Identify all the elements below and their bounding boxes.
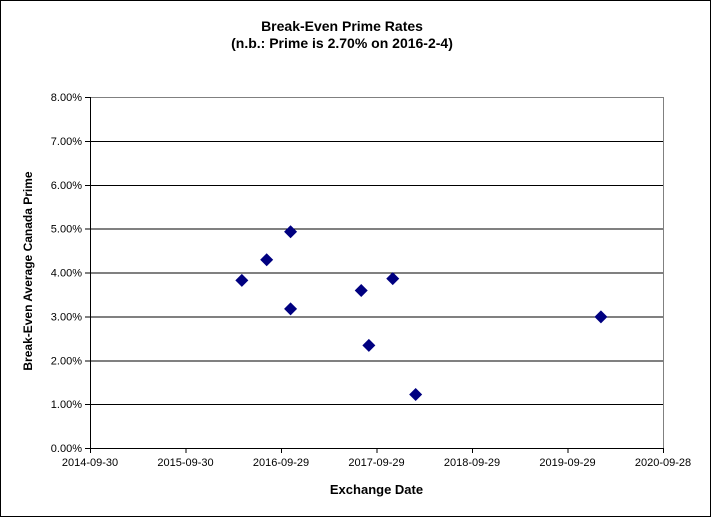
chart-title-block: Break-Even Prime Rates (n.b.: Prime is 2… <box>1 18 683 52</box>
data-point-diamond <box>386 272 400 286</box>
y-tick-label: 5.00% <box>51 224 82 236</box>
data-point-diamond <box>409 387 423 401</box>
data-point-diamond <box>362 338 376 352</box>
x-axis-title: Exchange Date <box>329 482 424 497</box>
data-point-diamond <box>594 310 608 324</box>
y-tick-label: 6.00% <box>51 180 82 192</box>
y-tick-label: 4.00% <box>51 268 82 280</box>
data-point-diamond <box>284 225 298 239</box>
x-tick-label: 2014-09-30 <box>62 457 118 469</box>
x-tick-label: 2015-09-30 <box>157 457 213 469</box>
data-point-diamond <box>235 273 249 287</box>
x-tick-label: 2016-09-29 <box>253 457 309 469</box>
data-point-diamond <box>284 302 298 316</box>
y-tick-label: 8.00% <box>51 92 82 104</box>
y-tick-label: 3.00% <box>51 311 82 323</box>
x-tick-label: 2020-09-28 <box>635 457 691 469</box>
y-tick-label: 0.00% <box>51 443 82 455</box>
y-tick-label: 2.00% <box>51 355 82 367</box>
y-tick-label: 7.00% <box>51 136 82 148</box>
data-point-diamond <box>260 253 274 267</box>
data-point-diamond <box>354 283 368 297</box>
x-tick-label: 2018-09-29 <box>444 457 500 469</box>
chart-title: Break-Even Prime Rates <box>261 18 423 34</box>
chart-subtitle: (n.b.: Prime is 2.70% on 2016-2-4) <box>231 35 453 51</box>
x-tick-label: 2017-09-29 <box>348 457 404 469</box>
y-tick-label: 1.00% <box>51 399 82 411</box>
x-tick-label: 2019-09-29 <box>539 457 595 469</box>
